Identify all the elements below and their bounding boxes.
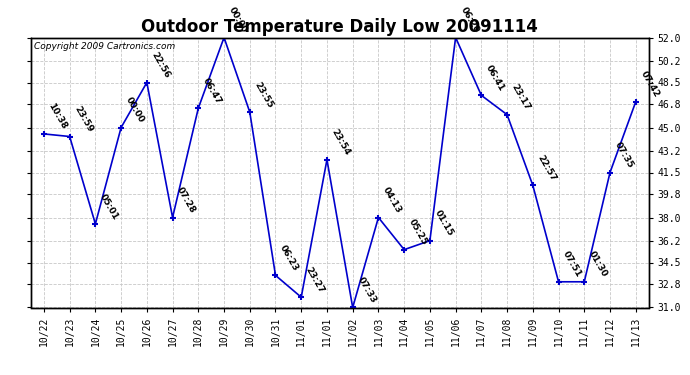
Text: 23:54: 23:54 xyxy=(330,128,352,157)
Text: 06:41: 06:41 xyxy=(484,63,506,93)
Text: 10:38: 10:38 xyxy=(47,102,69,131)
Text: 05:01: 05:01 xyxy=(98,192,120,221)
Text: 23:27: 23:27 xyxy=(304,265,326,294)
Title: Outdoor Temperature Daily Low 20091114: Outdoor Temperature Daily Low 20091114 xyxy=(141,18,538,36)
Text: 07:28: 07:28 xyxy=(175,185,197,215)
Text: 05:25: 05:25 xyxy=(407,217,429,247)
Text: 06:23: 06:23 xyxy=(278,243,300,273)
Text: 07:51: 07:51 xyxy=(562,250,584,279)
Text: 23:17: 23:17 xyxy=(510,82,532,112)
Text: 04:13: 04:13 xyxy=(381,185,404,215)
Text: Copyright 2009 Cartronics.com: Copyright 2009 Cartronics.com xyxy=(34,42,175,51)
Text: 00:00: 00:00 xyxy=(227,6,248,35)
Text: 23:55: 23:55 xyxy=(253,80,275,109)
Text: 23:59: 23:59 xyxy=(72,104,95,134)
Text: 01:15: 01:15 xyxy=(433,209,455,238)
Text: 06:20: 06:20 xyxy=(458,6,480,35)
Text: 07:33: 07:33 xyxy=(355,275,377,305)
Text: 06:47: 06:47 xyxy=(201,76,224,105)
Text: 22:56: 22:56 xyxy=(150,50,172,80)
Text: 01:30: 01:30 xyxy=(587,250,609,279)
Text: 07:35: 07:35 xyxy=(613,140,635,170)
Text: 00:00: 00:00 xyxy=(124,96,146,125)
Text: 07:42: 07:42 xyxy=(638,70,661,99)
Text: 22:57: 22:57 xyxy=(535,153,558,183)
